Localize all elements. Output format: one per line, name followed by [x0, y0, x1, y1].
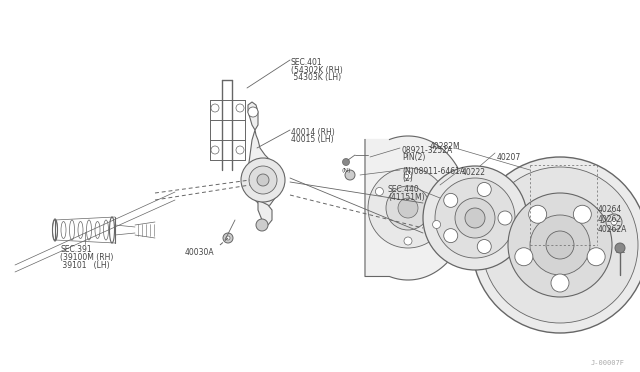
Ellipse shape	[95, 221, 100, 238]
Ellipse shape	[52, 220, 58, 240]
Polygon shape	[258, 200, 272, 225]
Ellipse shape	[78, 221, 83, 238]
Polygon shape	[248, 102, 258, 130]
Circle shape	[587, 248, 605, 266]
Text: (39100M (RH): (39100M (RH)	[60, 253, 113, 262]
Text: J-00007F: J-00007F	[591, 360, 625, 366]
Circle shape	[477, 240, 492, 254]
Circle shape	[435, 178, 515, 258]
Circle shape	[465, 208, 485, 228]
Text: SEC.440: SEC.440	[388, 185, 420, 194]
Circle shape	[345, 170, 355, 180]
Circle shape	[386, 186, 430, 230]
Text: (41151M): (41151M)	[388, 193, 424, 202]
Circle shape	[482, 167, 638, 323]
Text: 40015 (LH): 40015 (LH)	[291, 135, 333, 144]
Circle shape	[477, 183, 492, 196]
Ellipse shape	[86, 220, 92, 240]
Ellipse shape	[70, 220, 74, 240]
Circle shape	[423, 166, 527, 270]
Text: SEC.401: SEC.401	[291, 58, 323, 67]
Circle shape	[249, 166, 277, 194]
Circle shape	[211, 146, 219, 154]
Circle shape	[236, 104, 244, 112]
Circle shape	[455, 198, 495, 238]
Circle shape	[376, 187, 383, 196]
Circle shape	[529, 205, 547, 223]
Circle shape	[398, 198, 418, 218]
Text: 39101   (LH): 39101 (LH)	[60, 261, 109, 270]
Circle shape	[433, 221, 440, 228]
Circle shape	[248, 107, 258, 117]
Text: (N): (N)	[342, 168, 351, 173]
Ellipse shape	[104, 220, 109, 240]
Circle shape	[444, 229, 458, 243]
Circle shape	[404, 171, 412, 179]
Text: 40282M: 40282M	[430, 142, 461, 151]
Text: (2): (2)	[402, 174, 413, 183]
Circle shape	[368, 168, 448, 248]
Text: 40262A: 40262A	[598, 225, 627, 234]
Polygon shape	[248, 130, 278, 208]
Text: PIN(2): PIN(2)	[402, 153, 426, 162]
Circle shape	[508, 193, 612, 297]
Circle shape	[615, 243, 625, 253]
Text: 08921-3252A: 08921-3252A	[402, 146, 453, 155]
Circle shape	[498, 211, 512, 225]
Circle shape	[241, 158, 285, 202]
Ellipse shape	[61, 221, 66, 238]
Circle shape	[223, 233, 233, 243]
Text: 40014 (RH): 40014 (RH)	[291, 128, 335, 137]
Circle shape	[226, 236, 230, 240]
Circle shape	[236, 146, 244, 154]
Circle shape	[444, 193, 458, 207]
Text: 40207: 40207	[497, 153, 521, 162]
Circle shape	[257, 174, 269, 186]
Circle shape	[342, 158, 349, 166]
Circle shape	[404, 237, 412, 245]
Circle shape	[515, 248, 533, 266]
Text: 40222: 40222	[462, 168, 486, 177]
Circle shape	[530, 215, 590, 275]
Text: (54302K (RH): (54302K (RH)	[291, 66, 343, 75]
Text: 40264: 40264	[598, 205, 622, 214]
Circle shape	[606, 214, 622, 230]
Circle shape	[256, 219, 268, 231]
Text: SEC.391: SEC.391	[60, 245, 92, 254]
Text: 54303K (LH): 54303K (LH)	[291, 73, 341, 82]
Text: 40030A: 40030A	[185, 248, 214, 257]
Text: (N)08911-6461A: (N)08911-6461A	[402, 167, 465, 176]
Circle shape	[211, 104, 219, 112]
Text: 40262: 40262	[598, 215, 622, 224]
Circle shape	[472, 157, 640, 333]
Polygon shape	[365, 136, 468, 280]
Circle shape	[611, 219, 617, 225]
Circle shape	[551, 274, 569, 292]
Circle shape	[546, 231, 574, 259]
Circle shape	[573, 205, 591, 223]
